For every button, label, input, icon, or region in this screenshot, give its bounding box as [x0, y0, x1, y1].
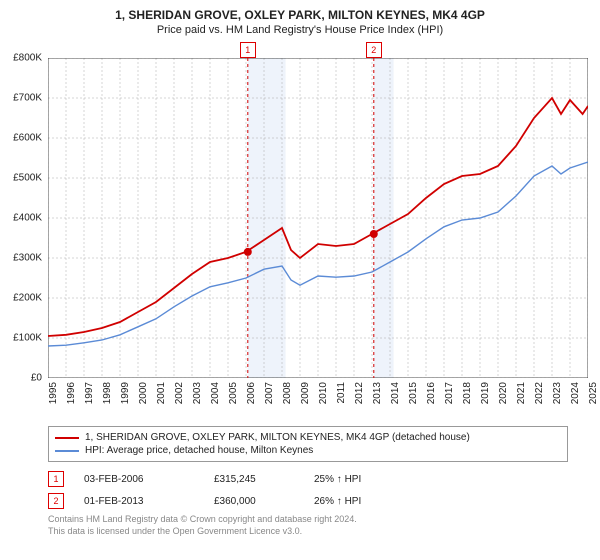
event-date: 01-FEB-2013 — [84, 496, 194, 507]
xtick: 2011 — [336, 382, 347, 404]
xtick: 1996 — [66, 382, 77, 404]
xtick: 2003 — [192, 382, 203, 404]
xtick: 2018 — [462, 382, 473, 404]
legend-label: HPI: Average price, detached house, Milt… — [85, 445, 313, 456]
ytick: £800K — [13, 53, 42, 64]
chart-title: 1, SHERIDAN GROVE, OXLEY PARK, MILTON KE… — [0, 0, 600, 22]
xtick: 2025 — [588, 382, 599, 404]
event-row: 2 01-FEB-2013 £360,000 26% ↑ HPI — [48, 490, 568, 512]
xtick: 2007 — [264, 382, 275, 404]
line-chart — [48, 58, 588, 378]
xtick: 2017 — [444, 382, 455, 404]
ytick: £100K — [13, 333, 42, 344]
ytick: £0 — [31, 373, 42, 384]
ytick: £500K — [13, 173, 42, 184]
xtick: 2000 — [138, 382, 149, 404]
event-price: £360,000 — [214, 496, 294, 507]
xtick: 2002 — [174, 382, 185, 404]
event-number: 2 — [48, 493, 64, 509]
xtick: 2004 — [210, 382, 221, 404]
event-date: 03-FEB-2006 — [84, 474, 194, 485]
xtick: 2008 — [282, 382, 293, 404]
event-marker: 1 — [240, 42, 256, 58]
legend-swatch — [55, 437, 79, 439]
event-pct: 25% ↑ HPI — [314, 474, 394, 485]
xtick: 2012 — [354, 382, 365, 404]
event-marker: 2 — [366, 42, 382, 58]
footer-line2: This data is licensed under the Open Gov… — [48, 526, 357, 538]
event-price: £315,245 — [214, 474, 294, 485]
footer-line1: Contains HM Land Registry data © Crown c… — [48, 514, 357, 526]
xtick: 2001 — [156, 382, 167, 404]
xtick: 2010 — [318, 382, 329, 404]
xtick: 2014 — [390, 382, 401, 404]
xtick: 2022 — [534, 382, 545, 404]
event-row: 1 03-FEB-2006 £315,245 25% ↑ HPI — [48, 468, 568, 490]
xtick: 1999 — [120, 382, 131, 404]
ytick: £400K — [13, 213, 42, 224]
legend-item: HPI: Average price, detached house, Milt… — [55, 444, 561, 457]
chart-area: £0£100K£200K£300K£400K£500K£600K£700K£80… — [48, 58, 588, 378]
ytick: £300K — [13, 253, 42, 264]
xtick: 2020 — [498, 382, 509, 404]
xtick: 1995 — [48, 382, 59, 404]
legend-swatch — [55, 450, 79, 452]
event-pct: 26% ↑ HPI — [314, 496, 394, 507]
xtick: 1997 — [84, 382, 95, 404]
events-table: 1 03-FEB-2006 £315,245 25% ↑ HPI 2 01-FEB-201… — [48, 468, 568, 512]
ytick: £200K — [13, 293, 42, 304]
xtick: 1998 — [102, 382, 113, 404]
xtick: 2021 — [516, 382, 527, 404]
xtick: 2019 — [480, 382, 491, 404]
xtick: 2006 — [246, 382, 257, 404]
xtick: 2005 — [228, 382, 239, 404]
legend-item: 1, SHERIDAN GROVE, OXLEY PARK, MILTON KE… — [55, 431, 561, 444]
xtick: 2024 — [570, 382, 581, 404]
ytick: £600K — [13, 133, 42, 144]
xtick: 2015 — [408, 382, 419, 404]
event-number: 1 — [48, 471, 64, 487]
xtick: 2013 — [372, 382, 383, 404]
legend-label: 1, SHERIDAN GROVE, OXLEY PARK, MILTON KE… — [85, 432, 470, 443]
xtick: 2009 — [300, 382, 311, 404]
chart-subtitle: Price paid vs. HM Land Registry's House … — [0, 22, 600, 42]
footer-attribution: Contains HM Land Registry data © Crown c… — [48, 514, 357, 537]
ytick: £700K — [13, 93, 42, 104]
xtick: 2023 — [552, 382, 563, 404]
legend: 1, SHERIDAN GROVE, OXLEY PARK, MILTON KE… — [48, 426, 568, 462]
xtick: 2016 — [426, 382, 437, 404]
